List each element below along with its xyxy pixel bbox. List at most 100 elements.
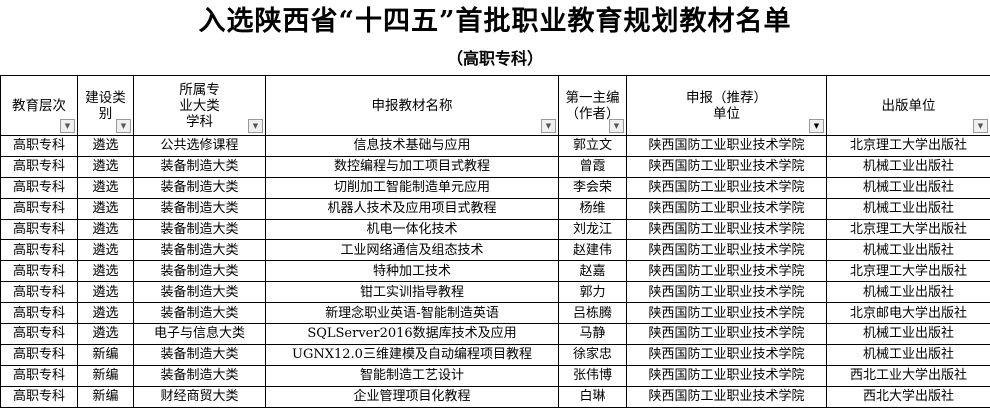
table-cell[interactable]: 高职专科 [1,282,78,303]
table-cell[interactable]: UGNX12.0三维建模及自动编程项目教程 [266,344,559,365]
table-cell[interactable]: 陕西国防工业职业技术学院 [627,344,827,365]
table-cell[interactable]: 遴选 [78,282,134,303]
table-cell[interactable]: 装备制造大类 [134,365,266,386]
table-cell[interactable]: 高职专科 [1,344,78,365]
table-cell[interactable]: 杨维 [559,198,627,219]
table-cell[interactable]: 公共选修课程 [134,136,266,157]
table-cell[interactable]: 装备制造大类 [134,219,266,240]
table-cell[interactable]: 高职专科 [1,219,78,240]
table-cell[interactable]: 陕西国防工业职业技术学院 [627,261,827,282]
table-cell[interactable]: 高职专科 [1,177,78,198]
table-cell[interactable]: 遴选 [78,156,134,177]
table-cell[interactable]: 陕西国防工业职业技术学院 [627,136,827,157]
table-cell[interactable]: 企业管理项目化教程 [266,386,559,407]
table-cell[interactable]: 机械工业出版社 [827,240,990,261]
table-cell[interactable]: 装备制造大类 [134,240,266,261]
table-cell[interactable]: 新理念职业英语-智能制造英语 [266,303,559,324]
table-cell[interactable]: 西北工业大学出版社 [827,365,990,386]
table-cell[interactable]: 刘龙江 [559,219,627,240]
table-cell[interactable]: 机械工业出版社 [827,282,990,303]
table-cell[interactable]: 遴选 [78,324,134,345]
table-cell[interactable]: 北京理工大学出版社 [827,219,990,240]
table-cell[interactable]: 遴选 [78,219,134,240]
table-cell[interactable]: 机械工业出版社 [827,198,990,219]
table-cell[interactable]: 机械工业出版社 [827,156,990,177]
table-cell[interactable]: 遴选 [78,198,134,219]
dropdown-filter-button[interactable]: ▼ [60,119,75,133]
table-cell[interactable]: 陕西国防工业职业技术学院 [627,240,827,261]
table-cell[interactable]: 高职专科 [1,136,78,157]
table-cell[interactable]: 陕西国防工业职业技术学院 [627,177,827,198]
table-cell[interactable]: 遴选 [78,136,134,157]
table-cell[interactable]: 高职专科 [1,324,78,345]
table-cell[interactable]: 新编 [78,344,134,365]
table-cell[interactable]: 遴选 [78,177,134,198]
table-cell[interactable]: 特种加工技术 [266,261,559,282]
table-cell[interactable]: 陕西国防工业职业技术学院 [627,303,827,324]
table-cell[interactable]: 机械工业出版社 [827,177,990,198]
table-cell[interactable]: 北京理工大学出版社 [827,261,990,282]
dropdown-filter-button[interactable]: ▼ [541,119,556,133]
table-cell[interactable]: 高职专科 [1,303,78,324]
table-cell[interactable]: 切削加工智能制造单元应用 [266,177,559,198]
table-cell[interactable]: 装备制造大类 [134,282,266,303]
table-cell[interactable]: 郭立文 [559,136,627,157]
table-cell[interactable]: 郭力 [559,282,627,303]
table-cell[interactable]: 曾霞 [559,156,627,177]
table-cell[interactable]: 赵建伟 [559,240,627,261]
table-cell[interactable]: 新编 [78,386,134,407]
dropdown-filter-button[interactable]: ▼ [116,119,131,133]
table-cell[interactable]: 机械工业出版社 [827,344,990,365]
table-cell[interactable]: 装备制造大类 [134,198,266,219]
table-cell[interactable]: 马静 [559,324,627,345]
table-cell[interactable]: 陕西国防工业职业技术学院 [627,365,827,386]
table-cell[interactable]: 数控编程与加工项目式教程 [266,156,559,177]
table-cell[interactable]: 高职专科 [1,240,78,261]
table-cell[interactable]: 陕西国防工业职业技术学院 [627,282,827,303]
table-cell[interactable]: 新编 [78,365,134,386]
table-cell[interactable]: 装备制造大类 [134,177,266,198]
table-cell[interactable]: 白琳 [559,386,627,407]
dropdown-filter-button[interactable]: ▼ [973,119,988,133]
table-cell[interactable]: 机电一体化技术 [266,219,559,240]
table-cell[interactable]: 北京理工大学出版社 [827,136,990,157]
table-cell[interactable]: 智能制造工艺设计 [266,365,559,386]
table-cell[interactable]: 赵嘉 [559,261,627,282]
table-cell[interactable]: 西北大学出版社 [827,386,990,407]
table-cell[interactable]: 电子与信息大类 [134,324,266,345]
table-cell[interactable]: 机器人技术及应用项目式教程 [266,198,559,219]
table-cell[interactable]: 装备制造大类 [134,303,266,324]
filter-active-icon[interactable]: ▼ [809,119,824,133]
table-cell[interactable]: 徐家忠 [559,344,627,365]
table-cell[interactable]: 遴选 [78,261,134,282]
table-cell[interactable]: 遴选 [78,240,134,261]
table-cell[interactable]: 财经商贸大类 [134,386,266,407]
table-cell[interactable]: 装备制造大类 [134,261,266,282]
table-cell[interactable]: 高职专科 [1,261,78,282]
table-cell[interactable]: 陕西国防工业职业技术学院 [627,156,827,177]
table-cell[interactable]: SQLServer2016数据库技术及应用 [266,324,559,345]
table-cell[interactable]: 吕栋腾 [559,303,627,324]
table-cell[interactable]: 陕西国防工业职业技术学院 [627,386,827,407]
column-header: 第一主编（作者）▼ [559,76,627,136]
table-cell[interactable]: 高职专科 [1,156,78,177]
table-cell[interactable]: 信息技术基础与应用 [266,136,559,157]
table-cell[interactable]: 陕西国防工业职业技术学院 [627,324,827,345]
table-cell[interactable]: 钳工实训指导教程 [266,282,559,303]
table-cell[interactable]: 陕西国防工业职业技术学院 [627,219,827,240]
table-cell[interactable]: 张伟博 [559,365,627,386]
table-cell[interactable]: 高职专科 [1,198,78,219]
table-cell[interactable]: 高职专科 [1,386,78,407]
table-cell[interactable]: 工业网络通信及组态技术 [266,240,559,261]
table-cell[interactable]: 北京邮电大学出版社 [827,303,990,324]
table-cell[interactable]: 陕西国防工业职业技术学院 [627,198,827,219]
table-cell[interactable]: 装备制造大类 [134,156,266,177]
table-cell[interactable]: 李会荣 [559,177,627,198]
table-cell[interactable]: 装备制造大类 [134,344,266,365]
dropdown-filter-button[interactable]: ▼ [248,119,263,133]
table-cell[interactable]: 机械工业出版社 [827,324,990,345]
table-cell[interactable]: 遴选 [78,303,134,324]
table-cell[interactable]: 高职专科 [1,365,78,386]
dropdown-filter-button[interactable]: ▼ [609,119,624,133]
